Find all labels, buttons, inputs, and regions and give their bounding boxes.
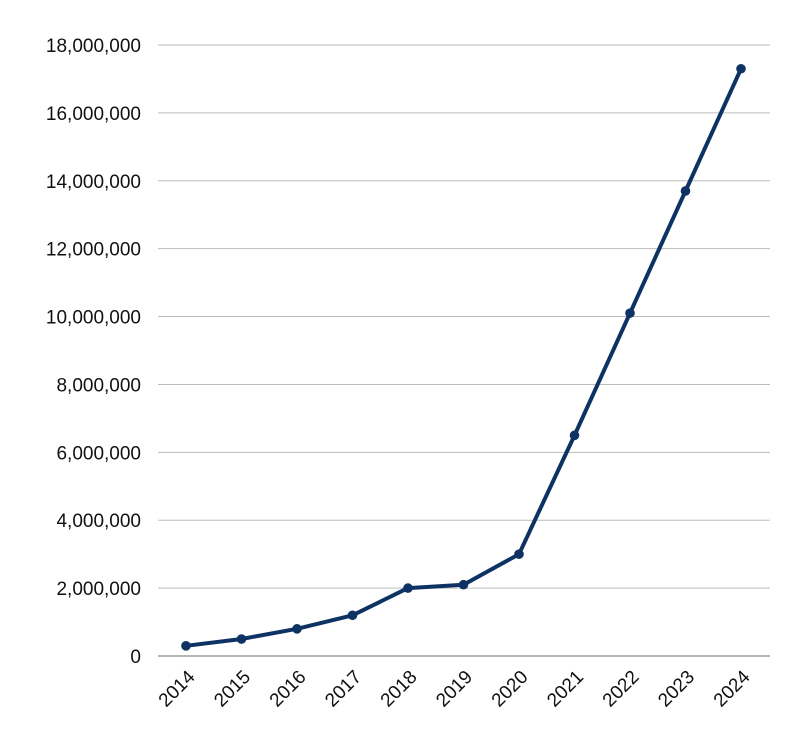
x-tick-label: 2015: [210, 667, 255, 712]
x-tick-label: 2021: [543, 667, 588, 712]
y-tick-label: 8,000,000: [56, 375, 141, 396]
x-tick-label: 2014: [155, 666, 200, 711]
data-point: [181, 641, 191, 651]
x-tick-label: 2017: [321, 667, 366, 712]
y-tick-label: 2,000,000: [56, 579, 141, 600]
y-tick-label: 6,000,000: [56, 443, 141, 464]
gridlines: [158, 44, 770, 589]
data-point: [569, 430, 580, 441]
series-layer: [181, 63, 746, 651]
y-tick-label: 10,000,000: [46, 308, 141, 329]
x-tick-label: 2018: [377, 667, 422, 712]
x-tick-label: 2019: [432, 667, 477, 712]
data-point: [347, 610, 358, 621]
data-point: [458, 579, 469, 590]
data-point: [736, 63, 746, 74]
series-line: [184, 66, 743, 648]
data-point: [403, 583, 413, 593]
x-tick-label: 2022: [599, 667, 644, 712]
y-tick-label: 18,000,000: [46, 36, 141, 57]
y-tick-label: 4,000,000: [56, 511, 141, 532]
y-axis-tick-labels: 0 2,000,000 4,000,000 6,000,000 8,000,000 10,…: [46, 36, 141, 668]
data-point: [625, 308, 635, 318]
y-tick-label: 0: [130, 647, 141, 668]
y-tick-label: 16,000,000: [46, 104, 141, 125]
data-point: [514, 549, 524, 559]
x-tick-label: 2024: [710, 666, 755, 711]
x-axis-tick-labels: 2014 2015 2016 2017 2018 2019 2020 2021 2022 2023…: [155, 666, 755, 711]
y-tick-label: 14,000,000: [46, 172, 141, 193]
data-point: [292, 624, 302, 634]
data-point: [236, 634, 247, 644]
x-tick-label: 2020: [488, 667, 533, 712]
x-tick-label: 2023: [654, 667, 699, 712]
data-point: [680, 186, 691, 196]
x-tick-label: 2016: [266, 667, 311, 712]
y-tick-label: 12,000,000: [46, 240, 141, 261]
